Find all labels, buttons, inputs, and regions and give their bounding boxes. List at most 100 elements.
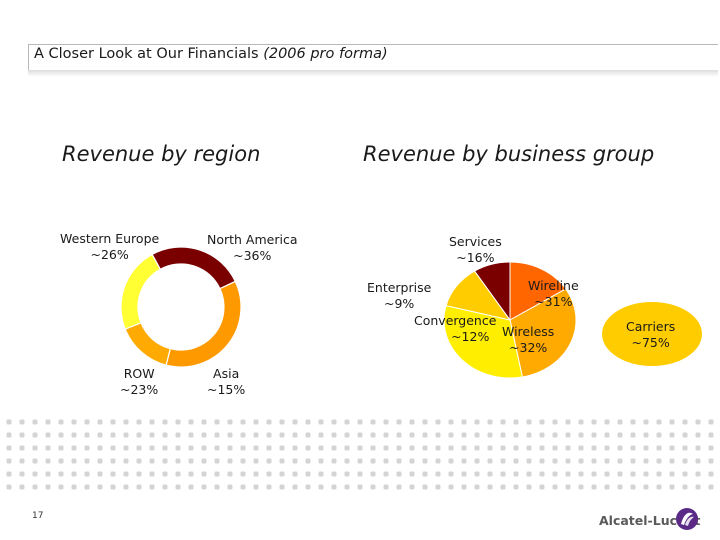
decor-dot <box>396 458 402 464</box>
decor-dot <box>383 419 389 425</box>
decor-dot <box>240 484 246 490</box>
region-chart-title: Revenue by region <box>62 142 261 166</box>
carriers-callout-shape <box>602 302 702 366</box>
decor-dot <box>630 484 636 490</box>
decor-dot <box>71 419 77 425</box>
decor-dot <box>656 458 662 464</box>
decor-dot <box>175 458 181 464</box>
decor-dot <box>71 484 77 490</box>
decor-dot <box>19 458 25 464</box>
carriers-label-name: Carriers <box>626 319 676 334</box>
region-slice-row <box>120 253 162 330</box>
decor-dot <box>136 484 142 490</box>
decor-dot <box>188 458 194 464</box>
decor-dot <box>214 471 220 477</box>
region-label-row-value: ~23% <box>120 382 159 397</box>
decor-dot <box>45 432 51 438</box>
decor-dot <box>513 419 519 425</box>
decor-dot <box>175 471 181 477</box>
decor-dot <box>630 471 636 477</box>
decor-dot <box>526 471 532 477</box>
decor-dot <box>292 484 298 490</box>
bg-label-enterprise: Enterprise ~9% <box>367 280 431 312</box>
decor-dot <box>565 484 571 490</box>
decor-dot <box>357 458 363 464</box>
decor-dot <box>370 432 376 438</box>
decor-dot <box>422 471 428 477</box>
decor-dot <box>110 458 116 464</box>
title-rule <box>28 70 718 77</box>
decor-dot <box>97 458 103 464</box>
decor-dot <box>227 432 233 438</box>
decor-dot <box>19 484 25 490</box>
decor-dot <box>448 432 454 438</box>
region-slice-north-america <box>165 280 242 368</box>
decor-dot <box>617 471 623 477</box>
decor-dot <box>604 445 610 451</box>
decor-dot <box>136 432 142 438</box>
decor-dot <box>487 419 493 425</box>
decor-dot <box>461 458 467 464</box>
decor-dot <box>695 458 701 464</box>
decor-dot <box>71 471 77 477</box>
decor-dot <box>58 471 64 477</box>
decor-dot <box>617 419 623 425</box>
decor-dot <box>136 458 142 464</box>
decor-dot <box>669 419 675 425</box>
decor-dot <box>695 471 701 477</box>
bg-label-wireline: Wireline ~31% <box>528 278 579 310</box>
decor-dot <box>526 432 532 438</box>
decor-dot <box>604 432 610 438</box>
region-donut-chart <box>120 246 242 368</box>
decor-dot <box>500 432 506 438</box>
decor-dot <box>448 445 454 451</box>
decor-dot <box>253 484 259 490</box>
decor-dot <box>643 445 649 451</box>
decor-dot <box>708 458 714 464</box>
decor-dot <box>513 458 519 464</box>
bg-label-convergence: Convergence ~12% <box>414 313 496 345</box>
decor-dot <box>58 484 64 490</box>
decor-dot <box>578 445 584 451</box>
decor-dot <box>292 432 298 438</box>
decor-dot <box>682 432 688 438</box>
decor-dot <box>383 471 389 477</box>
slide-title-main: A Closer Look at Our Financials <box>34 46 264 62</box>
decor-dot <box>110 445 116 451</box>
decor-dot <box>123 458 129 464</box>
decor-dot <box>539 484 545 490</box>
decor-dot <box>19 471 25 477</box>
decor-dot <box>708 445 714 451</box>
region-label-asia-value: ~15% <box>207 382 246 397</box>
decor-dot <box>149 484 155 490</box>
region-label-asia: Asia ~15% <box>207 366 245 398</box>
bg-slice-wireline <box>509 288 577 378</box>
decor-dot <box>162 445 168 451</box>
decor-dot <box>136 419 142 425</box>
decor-dot <box>305 484 311 490</box>
decor-dot <box>318 445 324 451</box>
decor-dot <box>71 458 77 464</box>
decor-dot <box>149 419 155 425</box>
decor-dot <box>669 445 675 451</box>
bg-label-wireless-value: ~32% <box>509 340 548 355</box>
decor-dot <box>617 432 623 438</box>
decor-dot <box>630 445 636 451</box>
decor-dot <box>552 458 558 464</box>
decor-dot <box>84 432 90 438</box>
decor-dot <box>526 445 532 451</box>
bg-slice-enterprise <box>473 261 511 322</box>
decor-dot <box>461 419 467 425</box>
carriers-label: Carriers ~75% <box>626 319 675 351</box>
decor-dot <box>97 471 103 477</box>
decor-dot <box>331 484 337 490</box>
decor-dot <box>201 445 207 451</box>
decor-dot <box>162 471 168 477</box>
decor-dot <box>214 458 220 464</box>
decor-dot <box>214 484 220 490</box>
decor-dot <box>136 445 142 451</box>
decor-dot <box>318 458 324 464</box>
region-label-north-america-name: North America <box>207 232 298 247</box>
decor-dot <box>240 445 246 451</box>
decor-dot <box>331 471 337 477</box>
